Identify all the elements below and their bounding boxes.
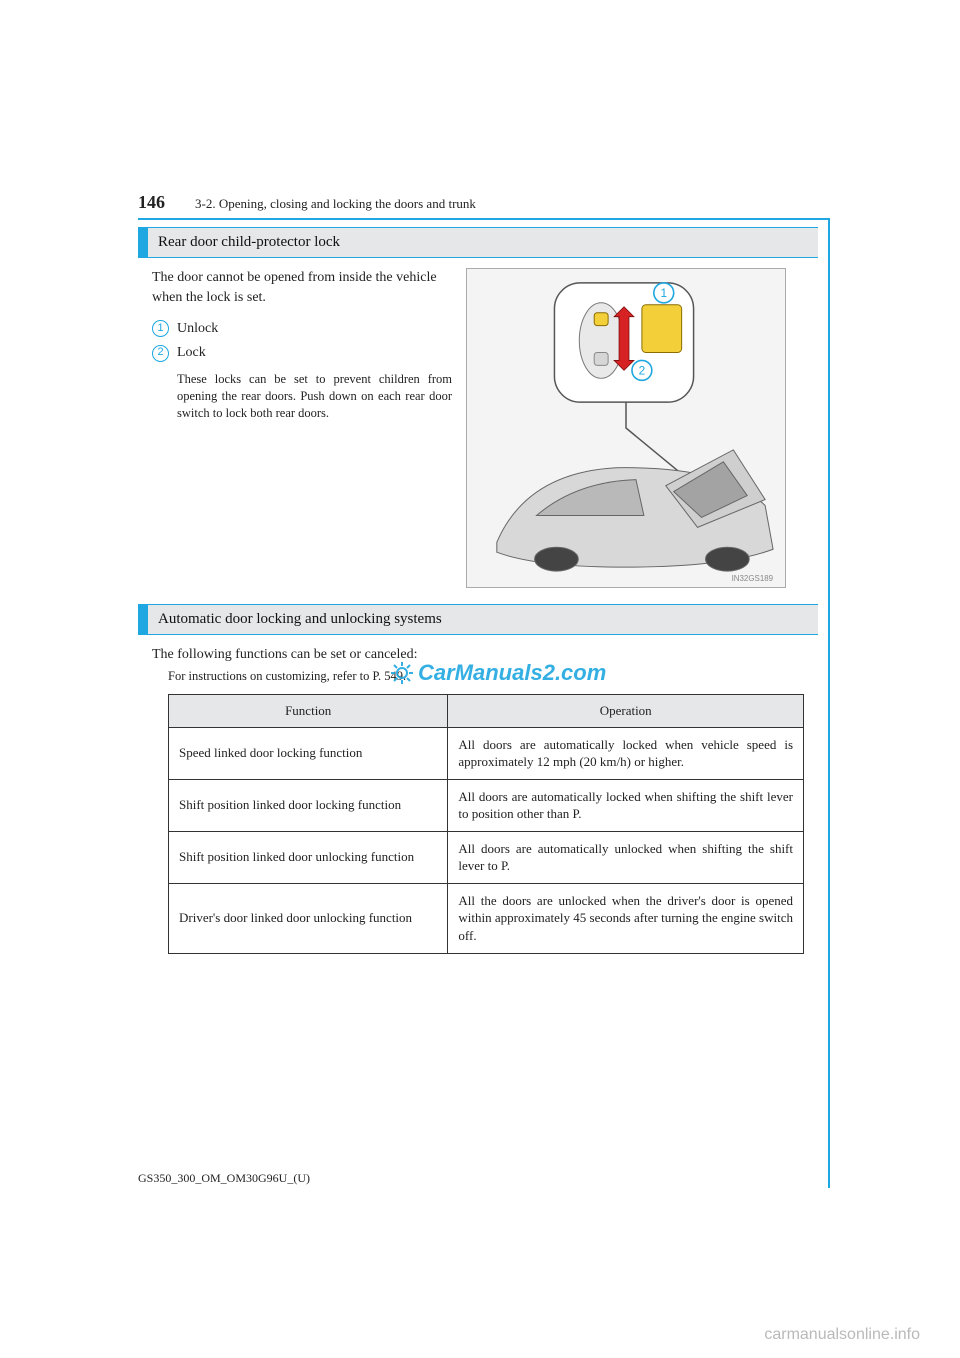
list-item: 1 Unlock — [152, 319, 452, 339]
cell-operation: All doors are automatically unlocked whe… — [448, 831, 804, 883]
cell-operation: All doors are automatically locked when … — [448, 779, 804, 831]
section1-intro: The door cannot be opened from inside th… — [152, 268, 452, 309]
diagram-id: IN32GS189 — [732, 574, 774, 583]
table-row: Driver's door linked door unlocking func… — [169, 883, 804, 953]
cell-function: Speed linked door locking function — [169, 727, 448, 779]
child-lock-diagram: 1 2 IN32GS189 — [466, 268, 786, 588]
section-heading-1: Rear door child-protector lock — [138, 227, 818, 258]
section-title-2: Automatic door locking and unlocking sys… — [148, 605, 452, 634]
section2-intro: The following functions can be set or ca… — [138, 645, 818, 665]
section1-text: The door cannot be opened from inside th… — [152, 268, 452, 588]
col-operation: Operation — [448, 694, 804, 727]
table-row: Shift position linked door locking funct… — [169, 779, 804, 831]
footer-watermark: carmanualsonline.info — [764, 1326, 920, 1344]
chapter-title: 3-2. Opening, closing and locking the do… — [195, 196, 476, 212]
section-accent — [138, 605, 148, 634]
section-accent — [138, 228, 148, 257]
section2-sub: For instructions on customizing, refer t… — [138, 669, 818, 684]
document-id: GS350_300_OM_OM30G96U_(U) — [138, 1171, 310, 1186]
svg-text:2: 2 — [639, 363, 646, 377]
cell-function: Driver's door linked door unlocking func… — [169, 883, 448, 953]
page-content: 146 3-2. Opening, closing and locking th… — [138, 192, 818, 954]
table-row: Speed linked door locking function All d… — [169, 727, 804, 779]
list-item: 2 Lock — [152, 343, 452, 363]
item-2-label: Lock — [177, 343, 206, 363]
right-rule — [828, 218, 830, 1188]
item-1-label: Unlock — [177, 319, 218, 339]
marker-2-icon: 2 — [152, 345, 169, 362]
marker-1-icon: 1 — [152, 320, 169, 337]
page-number: 146 — [138, 192, 165, 213]
col-function: Function — [169, 694, 448, 727]
page-header: 146 3-2. Opening, closing and locking th… — [138, 192, 818, 213]
table-row: Shift position linked door unlocking fun… — [169, 831, 804, 883]
cell-function: Shift position linked door locking funct… — [169, 779, 448, 831]
section-title-1: Rear door child-protector lock — [148, 228, 350, 257]
section1-body: The door cannot be opened from inside th… — [138, 268, 818, 588]
section1-note: These locks can be set to prevent childr… — [152, 371, 452, 422]
functions-table: Function Operation Speed linked door loc… — [168, 694, 804, 954]
svg-text:1: 1 — [660, 286, 667, 300]
table-row: Function Operation — [169, 694, 804, 727]
cell-operation: All doors are automatically locked when … — [448, 727, 804, 779]
cell-function: Shift position linked door unlocking fun… — [169, 831, 448, 883]
cell-operation: All the doors are unlocked when the driv… — [448, 883, 804, 953]
section-heading-2: Automatic door locking and unlocking sys… — [138, 604, 818, 635]
